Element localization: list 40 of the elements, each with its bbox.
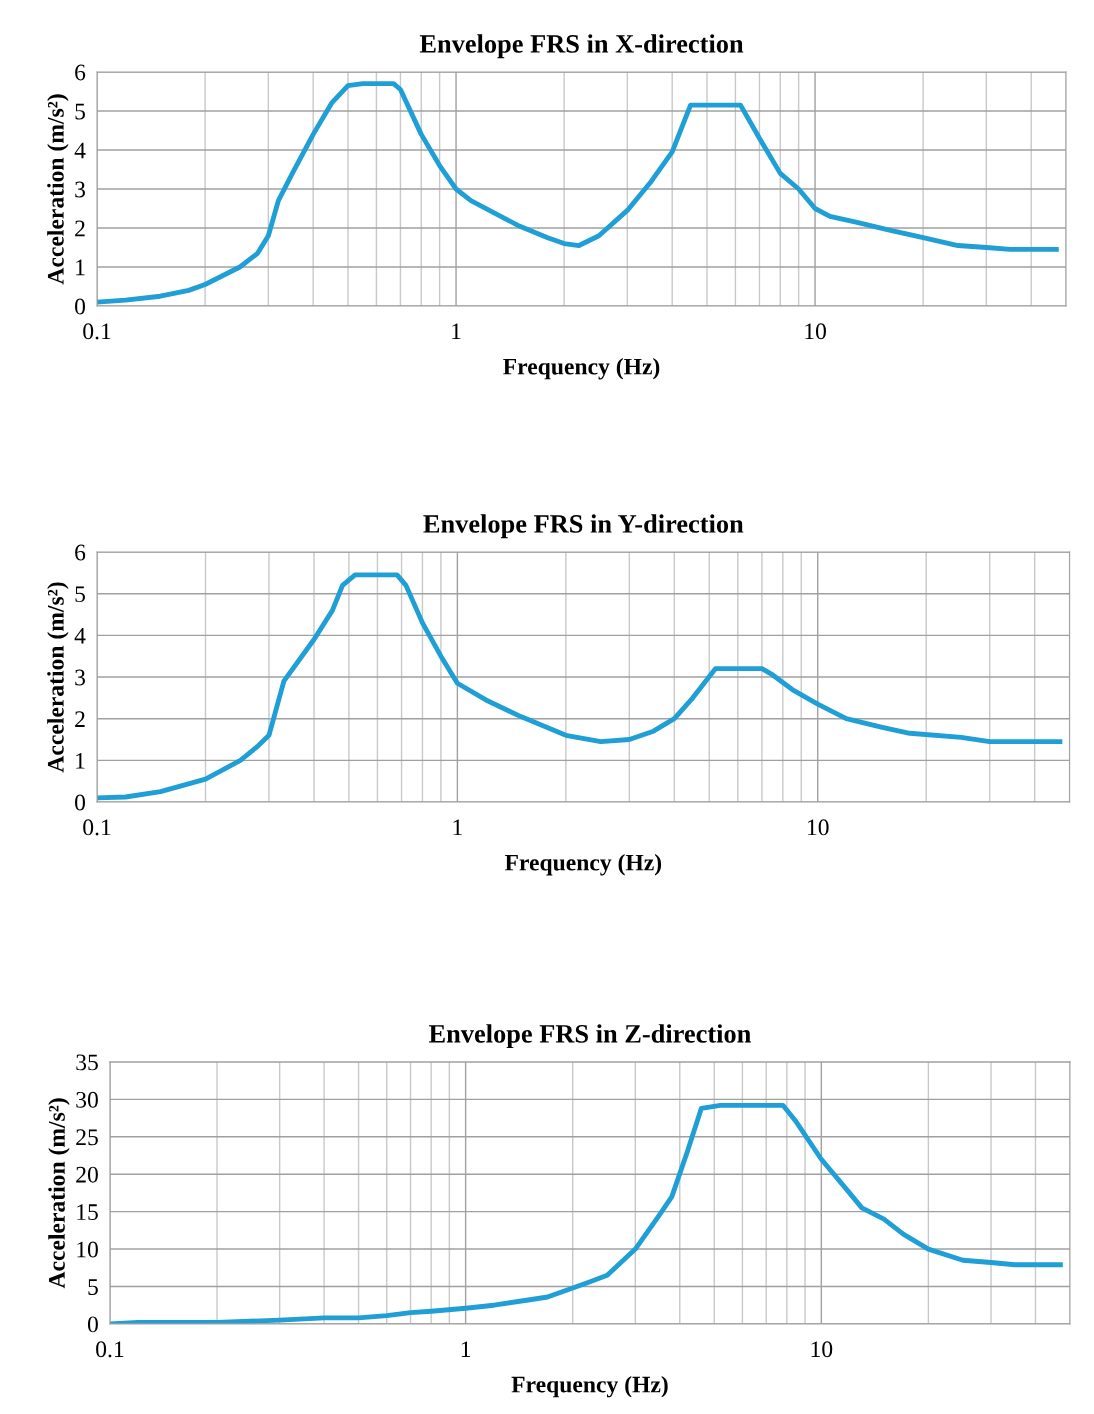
chart-title: Envelope FRS in X-direction	[419, 34, 744, 59]
x-axis-title: Frequency (Hz)	[503, 357, 660, 380]
y-tick-label: 0	[75, 298, 86, 315]
y-tick-label: 2	[75, 220, 85, 237]
x-tick-label: 10	[808, 819, 829, 836]
y-axis-title: Acceleration (m/s²)	[47, 582, 69, 773]
x-axis-title: Frequency (Hz)	[504, 853, 662, 876]
y-tick-label: 1	[76, 259, 85, 276]
chart-title: Envelope FRS in Y-direction	[423, 514, 744, 539]
y-tick-label: 3	[75, 669, 85, 686]
y-tick-label: 25	[76, 1129, 98, 1146]
y-tick-label: 6	[75, 544, 86, 561]
y-tick-label: 0	[87, 1316, 98, 1333]
y-tick-label: 1	[76, 752, 85, 769]
y-tick-label: 10	[77, 1241, 98, 1258]
x-tick-label: 10	[811, 1341, 833, 1358]
y-tick-label: 15	[77, 1204, 98, 1221]
y-tick-label: 35	[76, 1054, 98, 1071]
x-tick-label: 1	[453, 819, 462, 836]
x-tick-label: 1	[461, 1341, 471, 1357]
x-tick-label: 0.1	[83, 323, 111, 340]
y-tick-label: 2	[75, 711, 85, 727]
y-tick-label: 5	[75, 103, 85, 120]
x-tick-label: 1	[452, 323, 461, 340]
y-axis-title: Acceleration (m/s²)	[48, 1098, 70, 1289]
y-tick-label: 6	[75, 64, 86, 81]
chart-title: Envelope FRS in Z-direction	[428, 1024, 751, 1049]
y-tick-label: 5	[88, 1279, 98, 1295]
x-axis-title: Frequency (Hz)	[511, 1375, 668, 1398]
y-tick-label: 3	[75, 181, 85, 198]
y-tick-label: 20	[76, 1166, 98, 1183]
y-tick-label: 5	[75, 586, 85, 603]
x-tick-label: 0.1	[96, 1341, 124, 1358]
y-tick-label: 4	[74, 628, 86, 644]
y-axis-title: Acceleration (m/s²)	[47, 94, 69, 285]
y-tick-label: 0	[75, 794, 86, 811]
x-tick-label: 0.1	[83, 819, 111, 836]
y-tick-label: 30	[76, 1091, 98, 1108]
x-tick-label: 10	[805, 323, 826, 340]
y-tick-label: 4	[74, 142, 86, 159]
